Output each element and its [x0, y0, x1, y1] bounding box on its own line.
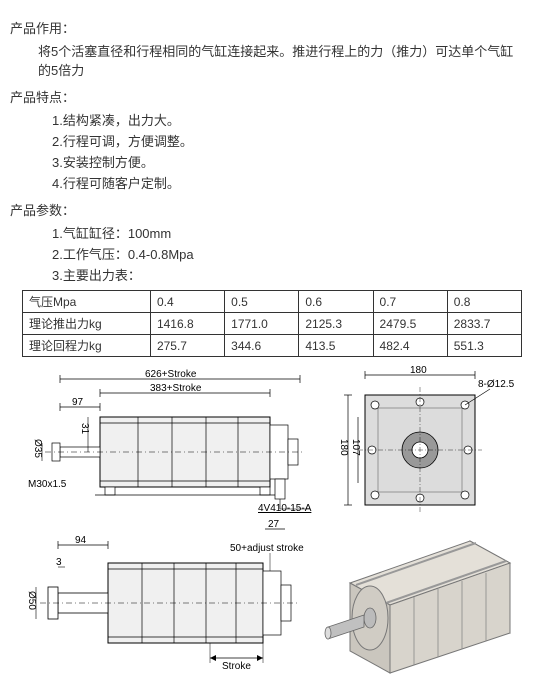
dim-dia50: Ø50 [26, 591, 37, 610]
feature-item: 1.结构紧凑，出力大。 [52, 110, 523, 129]
section-features-title: 产品特点： [10, 87, 523, 106]
dim-3: 3 [56, 557, 62, 568]
table-cell: 344.6 [225, 335, 299, 357]
table-cell: 0.6 [299, 291, 373, 313]
section-params-title: 产品参数： [10, 200, 523, 219]
dim-107: 107 [350, 439, 361, 456]
diagram-side-view-bottom: 94 3 27 50+adjust stroke Ø50 Stroke [10, 523, 310, 683]
feature-item: 4.行程可随客户定制。 [52, 173, 523, 192]
section-function-title: 产品作用： [10, 18, 523, 37]
feature-item: 3.安装控制方便。 [52, 152, 523, 171]
table-row: 气压Mpa 0.4 0.5 0.6 0.7 0.8 [23, 291, 522, 313]
table-cell: 0.4 [150, 291, 224, 313]
dim-626-stroke: 626+Stroke [145, 369, 196, 380]
table-cell: 2833.7 [447, 313, 521, 335]
dim-50adj: 50+adjust stroke [230, 543, 304, 554]
dim-27: 27 [268, 519, 279, 530]
diagram-area: 626+Stroke 383+Stroke 97 31 Ø35 M30x1.5 … [10, 367, 523, 683]
table-cell: 理论回程力kg [23, 335, 151, 357]
table-cell: 0.5 [225, 291, 299, 313]
table-cell: 0.8 [447, 291, 521, 313]
param-item: 2.工作气压：0.4-0.8Mpa [52, 244, 523, 263]
dim-valve: 4V410-15-A [258, 503, 311, 514]
force-table: 气压Mpa 0.4 0.5 0.6 0.7 0.8 理论推出力kg 1416.8… [22, 290, 522, 357]
table-cell: 气压Mpa [23, 291, 151, 313]
table-row: 理论推出力kg 1416.8 1771.0 2125.3 2479.5 2833… [23, 313, 522, 335]
diagram-row-bottom: 94 3 27 50+adjust stroke Ø50 Stroke [10, 523, 523, 683]
table-cell: 1416.8 [150, 313, 224, 335]
table-cell: 理论推出力kg [23, 313, 151, 335]
dim-180-v: 180 [338, 439, 349, 456]
dim-180-h: 180 [410, 365, 427, 376]
param-item: 3.主要出力表： [52, 265, 523, 284]
dim-dia35: Ø35 [32, 439, 43, 458]
diagram-row-top: 626+Stroke 383+Stroke 97 31 Ø35 M30x1.5 … [10, 367, 523, 517]
table-cell: 1771.0 [225, 313, 299, 335]
table-cell: 482.4 [373, 335, 447, 357]
table-cell: 2479.5 [373, 313, 447, 335]
dim-31: 31 [79, 423, 90, 434]
dim-stroke: Stroke [222, 661, 251, 672]
diagram-flange-view: 180 8-Ø12.5 180 107 [320, 367, 520, 517]
param-item: 1.气缸缸径：100mm [52, 223, 523, 242]
table-row: 理论回程力kg 275.7 344.6 413.5 482.4 551.3 [23, 335, 522, 357]
feature-item: 2.行程可调，方便调整。 [52, 131, 523, 150]
table-cell: 413.5 [299, 335, 373, 357]
dim-thread: M30x1.5 [28, 479, 66, 490]
section-function-text: 将5个活塞直径和行程相同的气缸连接起来。推进行程上的力（推力）可达单个气缸的5倍… [38, 41, 523, 79]
dim-97: 97 [72, 397, 83, 408]
table-cell: 2125.3 [299, 313, 373, 335]
iso-svg [310, 523, 520, 683]
diagram-isometric [310, 523, 520, 683]
table-cell: 551.3 [447, 335, 521, 357]
dim-383-stroke: 383+Stroke [150, 383, 201, 394]
dim-94: 94 [75, 535, 86, 546]
dim-8d125: 8-Ø12.5 [478, 379, 514, 390]
table-cell: 0.7 [373, 291, 447, 313]
diagram-side-view-top: 626+Stroke 383+Stroke 97 31 Ø35 M30x1.5 … [10, 367, 320, 517]
table-cell: 275.7 [150, 335, 224, 357]
